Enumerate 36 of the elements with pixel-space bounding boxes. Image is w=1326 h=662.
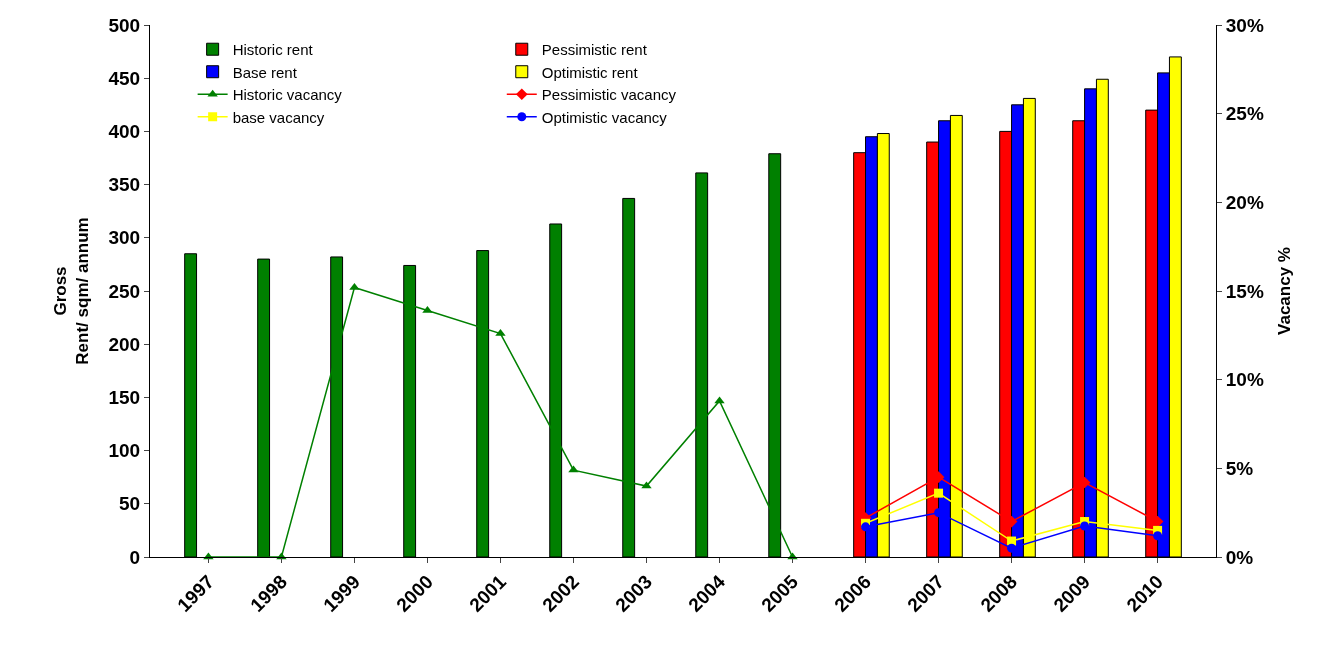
y-tick-label: 500 xyxy=(108,14,141,36)
legend-label: Historic vacancy xyxy=(232,86,343,104)
legend-label: Pessimistic vacancy xyxy=(541,86,677,104)
legend-label: Optimistic vacancy xyxy=(541,108,668,126)
y-tick-label: 300 xyxy=(108,227,141,249)
y2-tick-label: 25% xyxy=(1225,103,1264,125)
point xyxy=(1007,543,1017,553)
y-tick-label: 150 xyxy=(108,387,141,409)
y2-tick-label: 20% xyxy=(1225,191,1264,213)
y-tick-label: 100 xyxy=(108,440,141,462)
legend-label: base vacancy xyxy=(232,108,325,126)
y2-axis-title: Vacancy % xyxy=(1275,247,1295,335)
point xyxy=(1153,531,1163,541)
legend-label: Optimistic rent xyxy=(541,63,639,81)
y2-tick-label: 30% xyxy=(1225,14,1264,36)
y-tick-label: 200 xyxy=(108,333,141,355)
y-axis-title: Gross Rent/ sqm/ annum xyxy=(50,217,93,365)
y2-tick-label: 0% xyxy=(1225,546,1254,568)
point xyxy=(861,522,871,532)
legend-label: Pessimistic rent xyxy=(541,41,648,59)
legend-label: Base rent xyxy=(232,63,298,81)
y-tick-label: 250 xyxy=(108,280,141,302)
point xyxy=(714,396,725,404)
y2-tick-label: 15% xyxy=(1225,280,1264,302)
legend-label: Historic rent xyxy=(232,41,314,59)
y-tick-label: 50 xyxy=(119,493,141,515)
point xyxy=(349,282,360,290)
y2-tick-label: 10% xyxy=(1225,369,1264,391)
y-tick-label: 450 xyxy=(108,67,141,89)
point xyxy=(934,488,944,498)
point xyxy=(641,481,652,489)
y2-tick-label: 5% xyxy=(1225,457,1254,479)
y-tick-label: 400 xyxy=(108,121,141,143)
y-tick-label: 350 xyxy=(108,174,141,196)
y-tick-label: 0 xyxy=(129,546,141,568)
point xyxy=(1080,521,1090,531)
